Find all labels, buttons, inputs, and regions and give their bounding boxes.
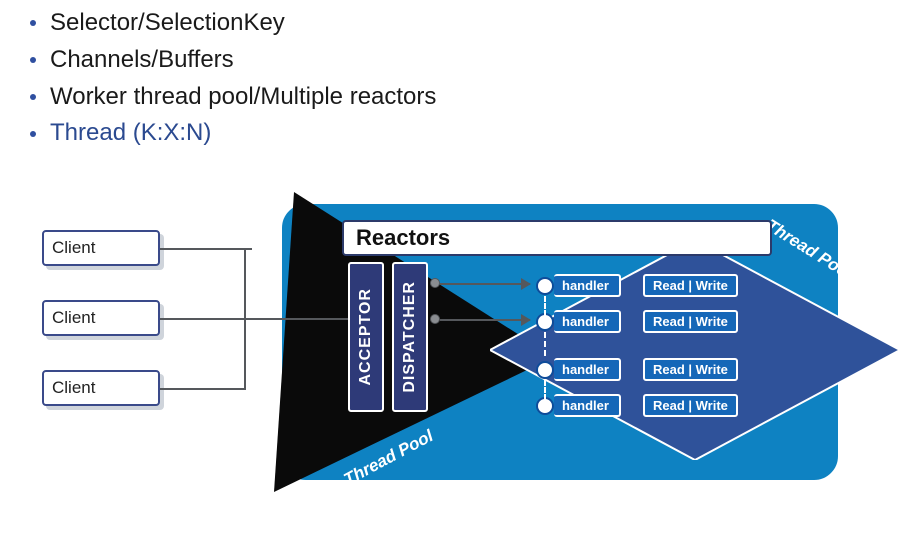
read-write-label: Read | Write [643,274,738,297]
client-label: Client [52,378,95,398]
dispatcher-box: DISPATCHER [392,262,428,412]
handler-row: handler Read | Write [536,274,738,297]
connector-line [160,248,244,250]
read-write-label: Read | Write [643,358,738,381]
bullet-item: Selector/SelectionKey [30,6,436,41]
bullet-item: Thread (K:X:N) [30,116,436,151]
client-label: Client [52,238,95,258]
dispatcher-arrow [440,319,530,321]
bullet-dot-icon [30,20,36,26]
client-box: Client [42,230,160,266]
bullet-list: Selector/SelectionKey Channels/Buffers W… [30,6,436,153]
bullet-dot-icon [30,94,36,100]
client-box: Client [42,370,160,406]
dashed-connector [544,380,546,400]
dispatcher-label: DISPATCHER [401,281,419,393]
handler-node-icon [536,277,554,295]
read-write-label: Read | Write [643,394,738,417]
arrow-start-icon [430,278,440,288]
connector-line [160,388,244,390]
bullet-text: Selector/SelectionKey [50,6,285,41]
handler-label: handler [554,274,621,297]
bullet-text: Channels/Buffers [50,43,234,78]
handler-row: handler Read | Write [536,310,738,333]
read-write-label: Read | Write [643,310,738,333]
handler-label: handler [554,310,621,333]
reactor-diagram: Thread Pool Thread Pool Reactors ACCEPTO… [0,170,899,546]
reactors-title-bar: Reactors [342,220,772,256]
connector-line [160,318,244,320]
bullet-dot-icon [30,57,36,63]
dashed-connector [544,332,546,356]
arrow-start-icon [430,314,440,324]
bullet-item: Channels/Buffers [30,43,436,78]
connector-line [244,248,252,250]
dashed-connector [544,296,546,316]
bullet-dot-icon [30,131,36,137]
client-box: Client [42,300,160,336]
acceptor-label: ACCEPTOR [357,288,375,386]
handler-node-icon [536,361,554,379]
handler-row: handler Read | Write [536,394,738,417]
bullet-item: Worker thread pool/Multiple reactors [30,80,436,115]
acceptor-box: ACCEPTOR [348,262,384,412]
reactors-title: Reactors [356,225,450,251]
handler-label: handler [554,394,621,417]
dispatcher-arrow [440,283,530,285]
client-label: Client [52,308,95,328]
bullet-text: Worker thread pool/Multiple reactors [50,80,436,115]
bullet-text: Thread (K:X:N) [50,116,211,151]
handler-row: handler Read | Write [536,358,738,381]
handler-label: handler [554,358,621,381]
connector-line [244,318,348,320]
